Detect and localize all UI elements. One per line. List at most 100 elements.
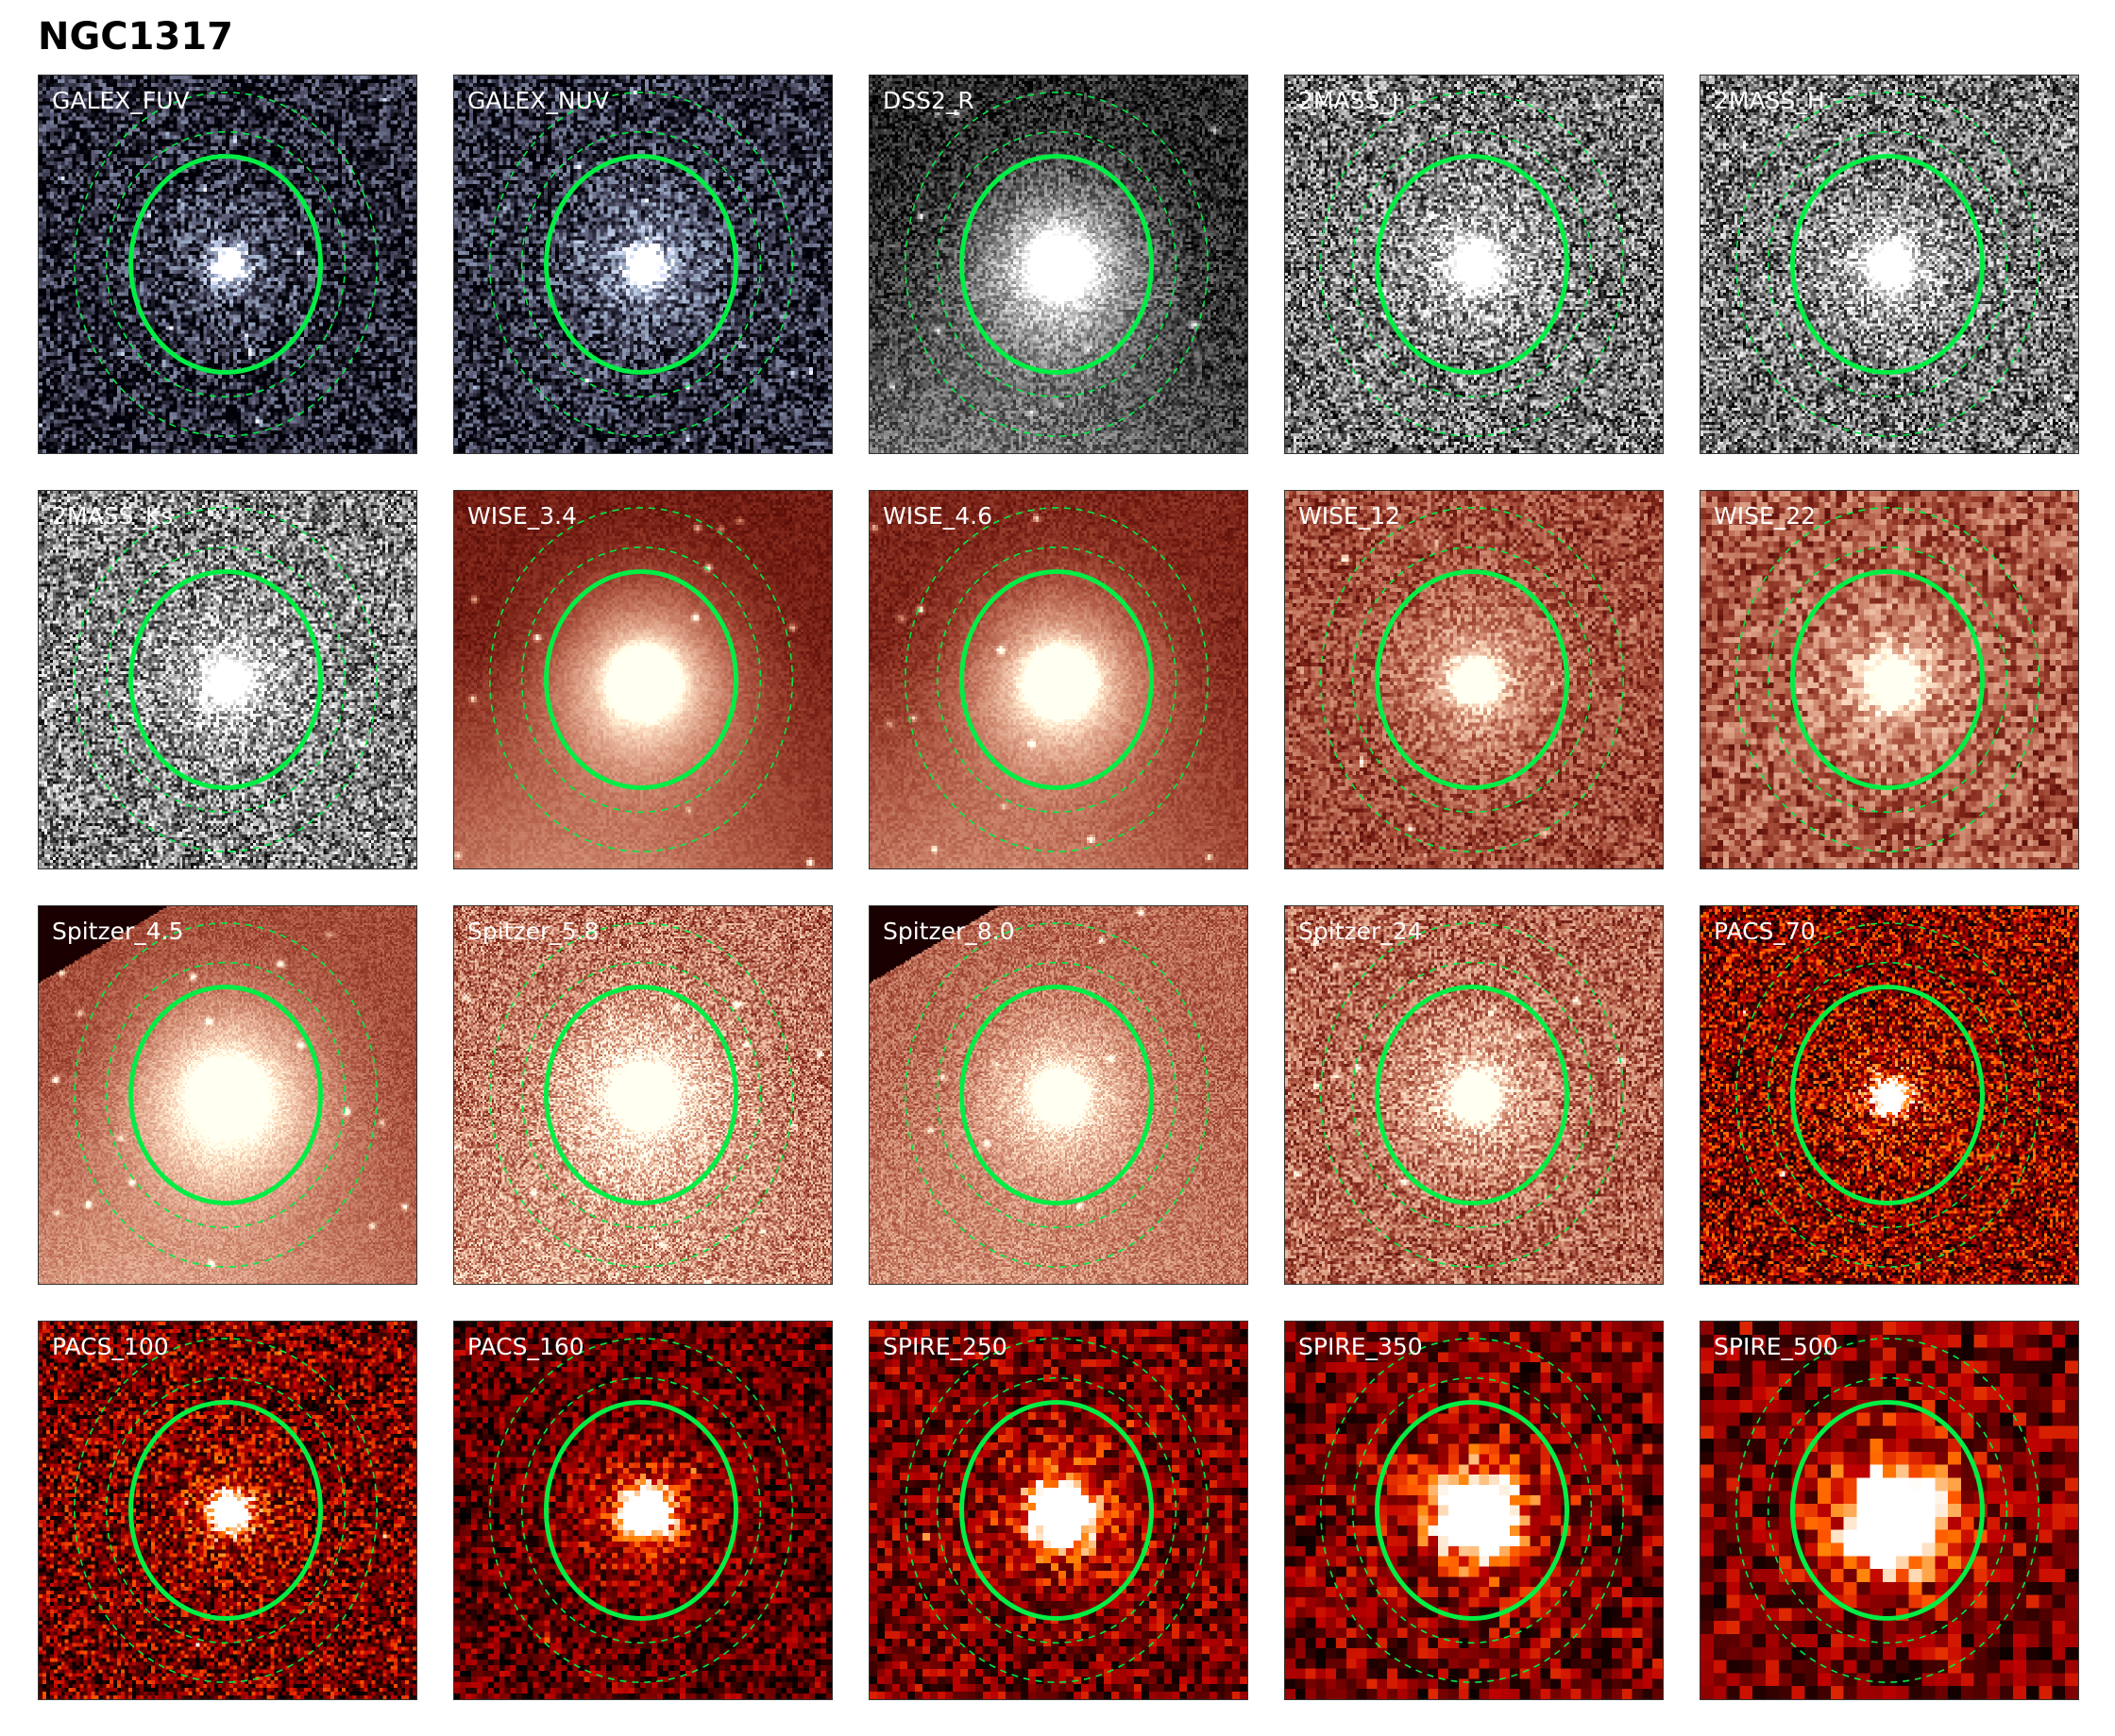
outer-annulus-ellipse (489, 507, 794, 852)
aperture-overlay (1735, 922, 2040, 1268)
inner-annulus-ellipse (520, 130, 762, 398)
band-label: Spitzer_5.8 (467, 918, 600, 945)
inner-annulus-ellipse (105, 130, 347, 398)
inner-annulus-ellipse (1767, 961, 2008, 1229)
outer-annulus-ellipse (1735, 507, 2040, 852)
band-image (870, 491, 1247, 868)
image-panel-2mass-ks: 2MASS_Ks (38, 490, 417, 869)
image-panel-pacs-100: PACS_100 (38, 1321, 417, 1700)
aperture-ellipse (1375, 985, 1569, 1205)
outer-annulus-ellipse (1735, 92, 2040, 437)
aperture-ellipse (959, 569, 1154, 790)
outer-annulus-ellipse (1320, 92, 1625, 437)
band-label: 2MASS_H (1714, 87, 1825, 114)
aperture-overlay (1320, 1338, 1625, 1683)
band-label: 2MASS_Ks (52, 502, 174, 530)
band-label: WISE_4.6 (883, 502, 993, 530)
inner-annulus-ellipse (520, 546, 762, 814)
band-label: WISE_12 (1298, 502, 1401, 530)
aperture-overlay (1735, 507, 2040, 852)
outer-annulus-ellipse (74, 92, 379, 437)
image-panel-pacs-70: PACS_70 (1700, 905, 2079, 1285)
image-panel-wise-4-6: WISE_4.6 (869, 490, 1248, 869)
outer-annulus-ellipse (905, 1338, 1210, 1683)
band-image (454, 1322, 832, 1699)
band-label: 2MASS_J (1298, 87, 1399, 114)
band-label: PACS_100 (52, 1333, 169, 1360)
aperture-ellipse (959, 985, 1154, 1205)
aperture-ellipse (544, 154, 738, 375)
outer-annulus-ellipse (74, 1338, 379, 1683)
outer-annulus-ellipse (1320, 1338, 1625, 1683)
band-image (1285, 491, 1663, 868)
aperture-overlay (489, 1338, 794, 1683)
image-panel-spitzer-24: Spitzer_24 (1284, 905, 1664, 1285)
band-image (39, 1322, 416, 1699)
inner-annulus-ellipse (1351, 1376, 1593, 1644)
band-label: Spitzer_24 (1298, 918, 1423, 945)
band-image (1285, 76, 1663, 453)
image-panel-spire-500: SPIRE_500 (1700, 1321, 2079, 1700)
band-label: DSS2_R (883, 87, 974, 114)
band-image (1285, 1322, 1663, 1699)
band-label: WISE_3.4 (467, 502, 578, 530)
band-image (454, 906, 832, 1284)
aperture-overlay (1320, 507, 1625, 852)
outer-annulus-ellipse (74, 922, 379, 1268)
inner-annulus-ellipse (1767, 130, 2008, 398)
outer-annulus-ellipse (74, 507, 379, 852)
inner-annulus-ellipse (520, 961, 762, 1229)
band-label: PACS_160 (467, 1333, 584, 1360)
band-image (454, 76, 832, 453)
aperture-overlay (905, 507, 1210, 852)
inner-annulus-ellipse (105, 1376, 347, 1644)
image-panel-2mass-h: 2MASS_H (1700, 75, 2079, 454)
aperture-ellipse (1790, 154, 1985, 375)
band-label: Spitzer_8.0 (883, 918, 1015, 945)
band-label: GALEX_FUV (52, 87, 190, 114)
band-image (39, 491, 416, 868)
aperture-overlay (74, 507, 379, 852)
inner-annulus-ellipse (1767, 546, 2008, 814)
band-label: SPIRE_500 (1714, 1333, 1838, 1360)
aperture-ellipse (544, 569, 738, 790)
band-label: GALEX_NUV (467, 87, 609, 114)
aperture-ellipse (1790, 569, 1985, 790)
band-image (1700, 76, 2078, 453)
aperture-ellipse (1375, 569, 1569, 790)
band-image (454, 491, 832, 868)
image-panel-wise-3-4: WISE_3.4 (453, 490, 833, 869)
aperture-ellipse (128, 985, 323, 1205)
inner-annulus-ellipse (936, 130, 1177, 398)
image-panel-spitzer-4-5: Spitzer_4.5 (38, 905, 417, 1285)
band-image (1700, 1322, 2078, 1699)
aperture-overlay (905, 1338, 1210, 1683)
outer-annulus-ellipse (1320, 507, 1625, 852)
inner-annulus-ellipse (1351, 961, 1593, 1229)
outer-annulus-ellipse (489, 1338, 794, 1683)
aperture-overlay (1735, 92, 2040, 437)
band-image (1700, 491, 2078, 868)
aperture-ellipse (1375, 154, 1569, 375)
outer-annulus-ellipse (905, 507, 1210, 852)
outer-annulus-ellipse (1735, 1338, 2040, 1683)
figure-title: NGC1317 (38, 15, 233, 59)
aperture-ellipse (128, 569, 323, 790)
outer-annulus-ellipse (905, 922, 1210, 1268)
inner-annulus-ellipse (936, 1376, 1177, 1644)
inner-annulus-ellipse (105, 961, 347, 1229)
outer-annulus-ellipse (1735, 922, 2040, 1268)
aperture-ellipse (544, 1400, 738, 1621)
inner-annulus-ellipse (105, 546, 347, 814)
band-image (1285, 906, 1663, 1284)
aperture-ellipse (959, 1400, 1154, 1621)
band-image (870, 76, 1247, 453)
aperture-overlay (74, 92, 379, 437)
image-panel-spitzer-5-8: Spitzer_5.8 (453, 905, 833, 1285)
aperture-overlay (905, 92, 1210, 437)
outer-annulus-ellipse (489, 922, 794, 1268)
aperture-ellipse (1790, 1400, 1985, 1621)
aperture-overlay (74, 1338, 379, 1683)
aperture-ellipse (1375, 1400, 1569, 1621)
aperture-overlay (489, 507, 794, 852)
